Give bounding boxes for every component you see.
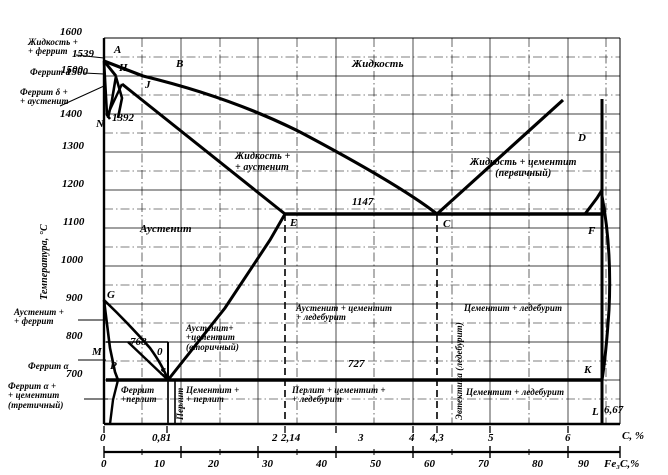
x-tick-c-081: 0,81 [152, 432, 172, 444]
label-liquid-austenite: Жидкость + + аустенит [235, 151, 291, 173]
point-H: H [119, 62, 128, 74]
solidus-AH [102, 60, 118, 77]
y-tick-1000: 1000 [61, 254, 83, 266]
point-N: N [96, 118, 104, 130]
line-OS-slant [127, 341, 169, 381]
y-tick-1300: 1300 [62, 140, 84, 152]
x-tick-f-90: 90 [578, 458, 589, 470]
x-tick-c-0: 0 [100, 432, 106, 444]
y-tick-1200: 1200 [62, 178, 84, 190]
horizontal-gridlines [104, 37, 620, 381]
label-ferrite-perlite: Феррит +перлит [121, 385, 157, 405]
label-liquid: Жидкость [352, 58, 404, 70]
segment-NJ [105, 83, 124, 117]
point-C: C [443, 218, 451, 230]
point-P: P [110, 360, 117, 372]
point-F: F [588, 225, 596, 237]
label-leader-lines [59, 54, 108, 400]
label-liquid-ferrite: Жидкость + + феррит [28, 37, 78, 57]
x-tick-c-6: 6 [565, 432, 571, 444]
label-austenite: Аустенит [140, 223, 192, 235]
x-tick-c-5: 5 [488, 432, 494, 444]
annot-1539: 1539 [72, 48, 94, 60]
x-tick-c-4: 4 [409, 432, 415, 444]
annot-768: 768 [130, 336, 147, 348]
vertical-gridlines [180, 38, 569, 424]
y-tick-1600: 1600 [60, 26, 82, 38]
label-perlite-cementite-ledeburite: Перлит + цементит + + ледебурит [292, 385, 386, 405]
y-tick-800: 800 [66, 330, 83, 342]
annot-1500: 1500 [66, 66, 88, 78]
line-HN-right [114, 76, 124, 119]
carbon-upper-ticks [103, 426, 569, 433]
x-tick-c-2: 2 [272, 432, 278, 444]
carbon-scale-ruler [103, 446, 621, 458]
y-tick-1100: 1100 [63, 216, 85, 228]
liquidus-CD [435, 98, 565, 216]
curve-FK [600, 195, 612, 381]
point-J: J [145, 79, 151, 91]
x-tick-f-0: 0 [101, 458, 107, 470]
y-tick-700: 700 [66, 368, 83, 380]
point-G: G [107, 289, 115, 301]
x-tick-f-70: 70 [478, 458, 489, 470]
label-austenite-cementite-secondary: Аустенит+ +цементит (вторичный) [186, 323, 239, 352]
solidus-JE [121, 82, 286, 216]
point-A: A [114, 44, 122, 56]
x-tick-f-80: 80 [532, 458, 543, 470]
label-cementite-ledeburite-lower: Цементит + ледебурит [466, 387, 565, 397]
label-cementite-perlite: Цементит + + перлит [186, 385, 240, 405]
point-O: 0 [157, 346, 163, 358]
cusp-F [583, 189, 604, 215]
line-PQ [108, 379, 120, 425]
annot-1392: 1392 [112, 112, 134, 124]
point-D: D [578, 132, 586, 144]
annot-727: 727 [348, 358, 365, 370]
point-M: M [92, 346, 102, 358]
horizontal-subgridlines [104, 56, 620, 400]
label-austenite-cementite-ledeburite: Аустенит + цементит + ледебурит [296, 303, 393, 323]
label-perlite-vertical: Перлит [175, 387, 185, 420]
x-tick-c-3: 3 [358, 432, 364, 444]
x-tick-f-40: 40 [316, 458, 327, 470]
label-eutectic-vertical: Эвтектика (ледебурит) [454, 322, 464, 420]
x-tick-c-214: 2,14 [281, 432, 301, 444]
plot-frame [102, 37, 621, 426]
line-GP [102, 299, 120, 381]
x-tick-f-50: 50 [370, 458, 381, 470]
solvus-ES [166, 213, 287, 381]
point-E: E [290, 217, 298, 229]
label-ferrite-cementite-tertiary: Феррит α + + цементит (третичный) [8, 381, 64, 410]
point-L: L [592, 406, 599, 418]
annot-667: 6,67 [604, 404, 624, 416]
line-GS [103, 299, 170, 381]
x-tick-f-30: 30 [262, 458, 273, 470]
x-axis-cementite-unit: Fe₃C,% [604, 458, 640, 470]
label-liquid-cementite: Жидкость + цементит (первичный) [470, 157, 577, 179]
annot-1147: 1147 [352, 196, 374, 208]
label-ferrite-delta: Феррит δ [30, 67, 71, 77]
label-austenite-ferrite: Аустенит + + феррит [14, 307, 64, 327]
liquidus-ABC [103, 59, 438, 216]
point-S: S [160, 366, 167, 378]
y-axis-title: Температура, °С [39, 224, 50, 300]
x-axis-carbon-unit: С, % [622, 430, 644, 442]
x-tick-f-10: 10 [154, 458, 165, 470]
y-tick-1500: 1500 [61, 64, 83, 76]
label-cementite-ledeburite-upper: Цементит + ледебурит [464, 303, 563, 313]
y-tick-900: 900 [66, 292, 83, 304]
point-B: B [176, 58, 184, 70]
x-tick-c-43: 4,3 [430, 432, 444, 444]
x-tick-f-20: 20 [208, 458, 219, 470]
x-tick-f-60: 60 [424, 458, 435, 470]
point-K: K [584, 364, 592, 376]
y-tick-1400: 1400 [60, 108, 82, 120]
label-ferrite-alpha: Феррит α [28, 361, 69, 371]
label-ferrite-delta-austenite: Феррит δ + + аустенит [20, 87, 69, 107]
